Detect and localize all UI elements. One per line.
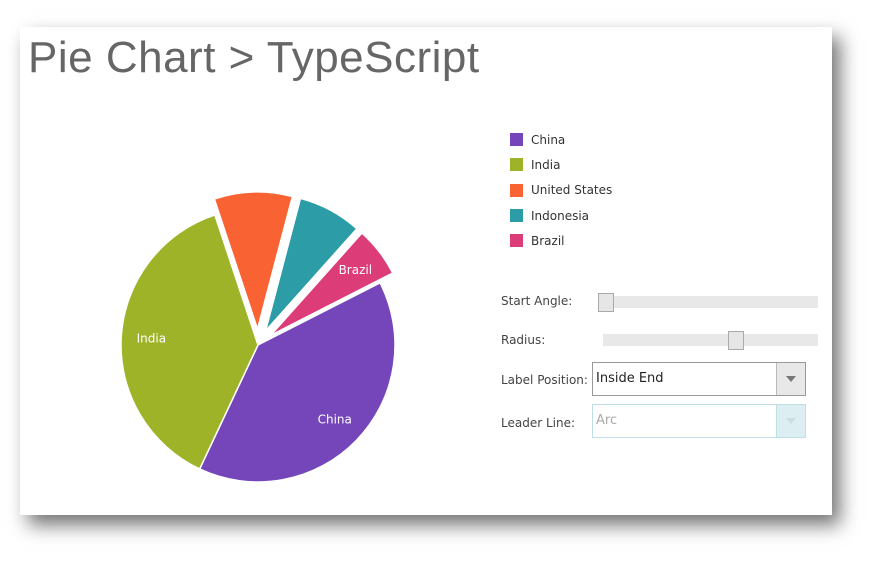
label-position-label: Label Position: (501, 373, 588, 387)
slice-label: China (318, 412, 352, 426)
page-title: Pie Chart > TypeScript (28, 33, 480, 82)
leader-line-value: Arc (596, 413, 618, 428)
legend-swatch (510, 234, 523, 248)
radius-slider[interactable] (603, 331, 818, 350)
leader-line-select: Arc (592, 404, 806, 438)
legend-label: India (531, 157, 561, 172)
label-position-value: Inside End (596, 371, 664, 386)
chevron-down-icon (776, 405, 805, 437)
legend-swatch (510, 158, 523, 172)
legend-item: United States (510, 178, 612, 203)
legend: China India United States Indonesia Brazil (510, 127, 612, 253)
pie-slice-united-states[interactable] (213, 191, 294, 332)
chevron-down-icon[interactable] (776, 363, 805, 395)
slice-label: Brazil (339, 263, 373, 277)
pie-slice-indonesia[interactable] (264, 197, 358, 332)
legend-item: Indonesia (510, 203, 612, 228)
pie-slice-china[interactable] (198, 281, 396, 483)
legend-item: India (510, 152, 612, 177)
legend-label: China (531, 132, 566, 147)
pie-slice-india[interactable] (120, 214, 259, 470)
start-angle-slider[interactable] (598, 293, 818, 312)
pie-chart: China India Brazil (120, 191, 396, 483)
leader-line-label: Leader Line: (501, 416, 576, 430)
slice-label: India (137, 332, 166, 346)
legend-label: United States (531, 183, 613, 198)
radius-label: Radius: (501, 333, 546, 347)
legend-label: Indonesia (531, 208, 590, 223)
label-position-select[interactable]: Inside End (592, 362, 806, 396)
legend-swatch (510, 209, 523, 223)
legend-item: Brazil (510, 228, 612, 253)
legend-swatch (510, 183, 523, 197)
chart-card: Pie Chart > TypeScript China India Brazil … (20, 27, 832, 515)
start-angle-label: Start Angle: (501, 294, 573, 308)
start-angle-thumb[interactable] (598, 293, 614, 312)
radius-thumb[interactable] (728, 331, 745, 350)
legend-swatch (510, 133, 523, 147)
legend-item: China (510, 127, 612, 152)
pie-slice-brazil[interactable] (270, 231, 394, 336)
legend-label: Brazil (531, 233, 565, 248)
